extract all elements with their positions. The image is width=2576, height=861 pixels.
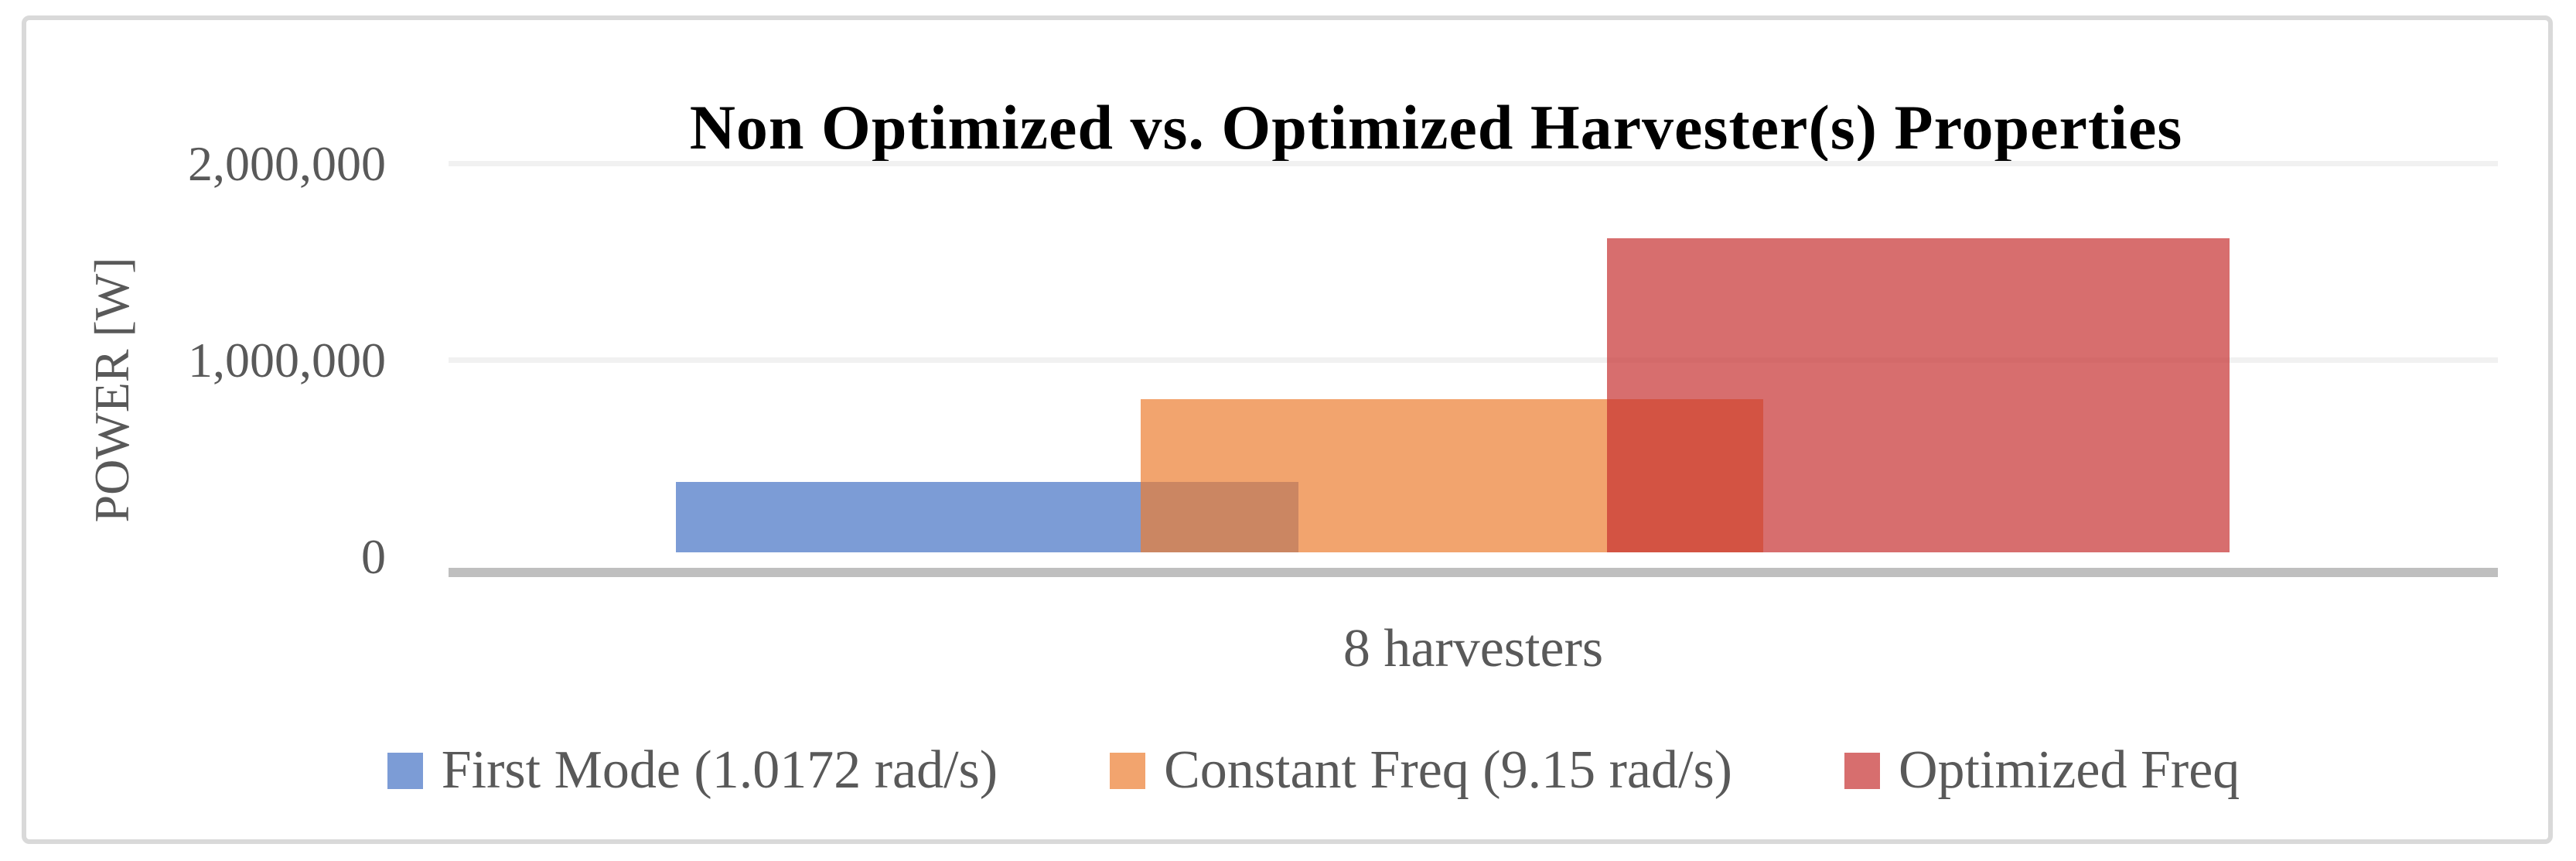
legend-item-constant-freq: Constant Freq (9.15 rad/s) [1110,740,1732,801]
chart-title: Non Optimized vs. Optimized Harvester(s)… [689,92,2183,162]
gridline-1000000 [449,357,2498,363]
x-axis-line [449,568,2498,577]
bar-optimized-freq [1607,238,2230,552]
legend: First Mode (1.0172 rad/s) Constant Freq … [53,733,2574,808]
legend-label-constant-freq: Constant Freq (9.15 rad/s) [1164,740,1732,800]
legend-label-optimized-freq: Optimized Freq [1899,740,2240,800]
gridline-2000000 [449,161,2498,166]
x-category-label: 8 harvesters [1343,619,1604,678]
ytick-label-2000000: 2,000,000 [188,135,386,191]
chart-frame: Non Optimized vs. Optimized Harvester(s)… [22,15,2553,844]
ytick-label-1000000: 1,000,000 [188,332,386,388]
legend-item-optimized-freq: Optimized Freq [1844,740,2240,801]
legend-item-first-mode: First Mode (1.0172 rad/s) [387,740,998,801]
legend-swatch-constant-freq [1110,752,1146,789]
legend-swatch-optimized-freq [1844,752,1880,789]
ytick-label-0: 0 [361,528,386,584]
legend-label-first-mode: First Mode (1.0172 rad/s) [441,740,998,800]
legend-swatch-first-mode [387,752,423,789]
